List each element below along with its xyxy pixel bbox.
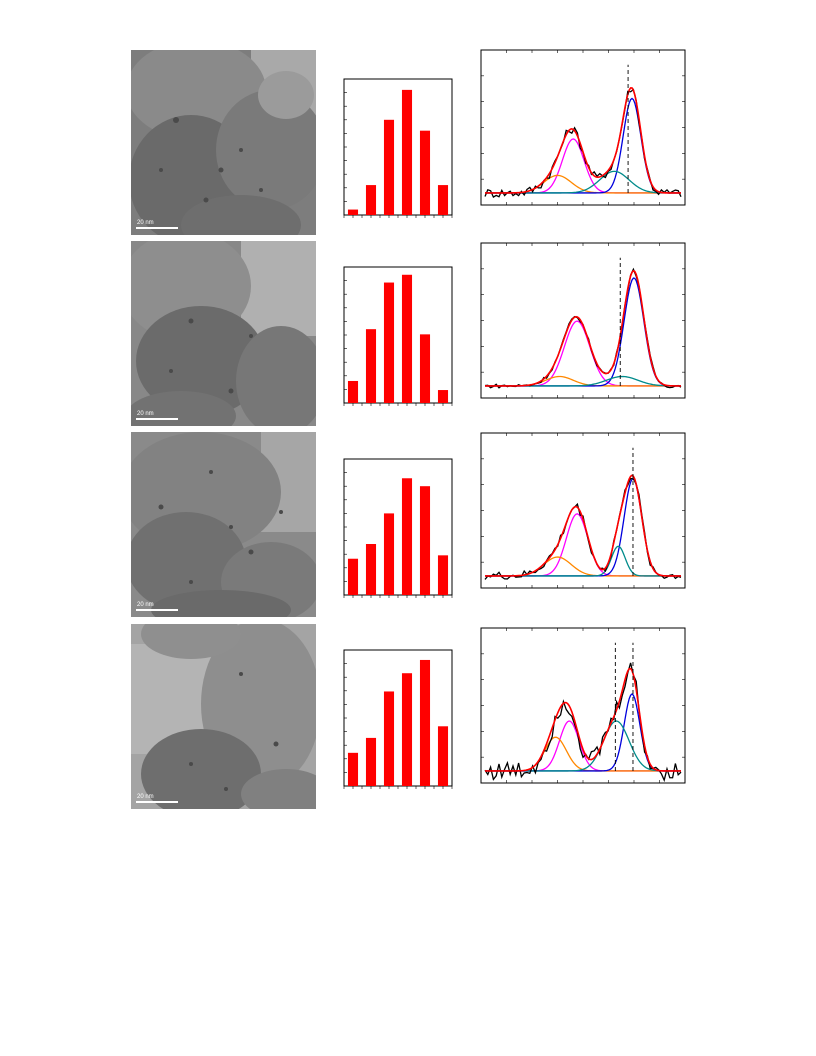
- histogram-bar: [365, 185, 377, 215]
- histogram-bar: [419, 486, 431, 595]
- fit-envelope-line: [485, 269, 681, 387]
- tem-micrograph-1: [131, 50, 316, 235]
- histogram-bar: [365, 737, 377, 786]
- histogram-bar: [383, 119, 395, 215]
- xps-spectrum-1: [480, 49, 686, 206]
- scale-bar-label: 20 nm: [137, 794, 154, 800]
- plot-frame: [480, 432, 686, 589]
- scale-bar-label: 20 nm: [137, 602, 154, 608]
- fit-component-line: [485, 478, 681, 577]
- plot-frame: [480, 49, 686, 206]
- histogram-bar: [437, 555, 449, 595]
- xps-spectrum-3: [480, 432, 686, 589]
- histogram-bar: [383, 691, 395, 786]
- particle-size-histogram-1: [343, 78, 453, 218]
- fit-component-line: [485, 277, 681, 387]
- scale-bar-label: 20 nm: [137, 411, 154, 417]
- histogram-bar: [383, 513, 395, 595]
- histogram-bar: [401, 673, 413, 786]
- particle-size-histogram-3: [343, 458, 453, 598]
- histogram-bar: [419, 659, 431, 786]
- histogram-bar: [437, 390, 449, 403]
- fit-component-line: [485, 97, 681, 194]
- histogram-bar: [347, 752, 359, 786]
- scale-bar: [136, 418, 178, 420]
- fit-envelope-line: [485, 667, 681, 772]
- tem-micrograph-2: [131, 241, 316, 426]
- xps-spectrum-2: [480, 242, 686, 399]
- tem-micrograph-3: [131, 432, 316, 617]
- histogram-bar: [347, 209, 359, 215]
- tem-image-1: 20 nm: [131, 50, 316, 235]
- raw-data-line: [484, 88, 682, 199]
- particle-size-histogram-4: [343, 649, 453, 789]
- histogram-bar: [419, 130, 431, 215]
- raw-data-line: [484, 662, 682, 783]
- tem-image-2: 20 nm: [131, 241, 316, 426]
- fit-component-line: [485, 693, 681, 772]
- histogram-bar: [437, 185, 449, 215]
- fit-component-line: [485, 375, 681, 387]
- xps-spectrum-4: [480, 627, 686, 784]
- tem-image-3: 20 nm: [131, 432, 316, 617]
- scale-bar: [136, 801, 178, 803]
- plot-frame: [480, 627, 686, 784]
- plot-frame: [343, 458, 453, 596]
- histogram-bar: [437, 726, 449, 786]
- fit-component-line: [485, 545, 681, 577]
- scale-bar: [136, 609, 178, 611]
- histogram-bar: [365, 544, 377, 595]
- histogram-bar: [365, 329, 377, 403]
- particle-size-histogram-2: [343, 266, 453, 406]
- fit-envelope-line: [485, 474, 681, 577]
- tem-image-4: 20 nm: [131, 624, 316, 809]
- plot-frame: [343, 266, 453, 404]
- scale-bar-label: 20 nm: [137, 220, 154, 226]
- plot-frame: [343, 649, 453, 787]
- plot-frame: [343, 78, 453, 216]
- histogram-bar: [419, 334, 431, 403]
- histogram-bar: [401, 89, 413, 215]
- histogram-bar: [347, 558, 359, 595]
- fit-component-line: [485, 720, 681, 772]
- histogram-bar: [383, 282, 395, 403]
- tem-micrograph-4: [131, 624, 316, 809]
- fit-component-line: [485, 720, 681, 772]
- histogram-bar: [401, 274, 413, 403]
- fit-component-line: [485, 320, 681, 387]
- histogram-bar: [347, 380, 359, 403]
- fit-envelope-line: [485, 87, 681, 194]
- scale-bar: [136, 227, 178, 229]
- histogram-bar: [401, 478, 413, 595]
